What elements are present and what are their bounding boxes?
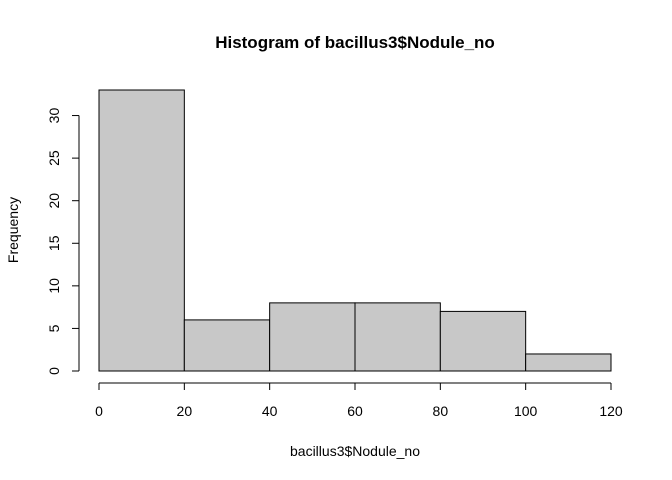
bar-bin-5 [439, 310, 527, 372]
x-tick-label: 80 [433, 403, 449, 419]
bar-bin-2 [183, 319, 271, 372]
x-tick-label: 100 [514, 403, 538, 419]
y-axis-label: Frequency [5, 197, 21, 263]
y-axis: 0 5 10 15 20 25 30 [46, 108, 80, 375]
y-tick-label: 20 [46, 193, 62, 209]
y-tick-label: 25 [46, 150, 62, 166]
y-tick-label: 30 [46, 108, 62, 124]
x-axis-label: bacillus3$Nodule_no [290, 443, 420, 459]
bar-bin-4 [354, 302, 441, 372]
x-tick-label: 20 [177, 403, 193, 419]
bar-bin-3 [269, 302, 356, 372]
chart-title: Histogram of bacillus3$Nodule_no [215, 33, 495, 52]
y-tick-label: 5 [46, 324, 62, 332]
x-axis: 0 20 40 60 80 100 120 [95, 382, 623, 419]
y-tick-label: 0 [46, 367, 62, 375]
x-tick-label: 40 [262, 403, 278, 419]
bar-bin-6 [525, 353, 612, 372]
bars-group [98, 89, 612, 372]
y-tick-label: 10 [46, 278, 62, 294]
x-tick-label: 0 [95, 403, 103, 419]
x-tick-label: 120 [599, 403, 623, 419]
x-tick-label: 60 [347, 403, 363, 419]
y-tick-label: 15 [46, 235, 62, 251]
bar-bin-1 [98, 89, 185, 372]
